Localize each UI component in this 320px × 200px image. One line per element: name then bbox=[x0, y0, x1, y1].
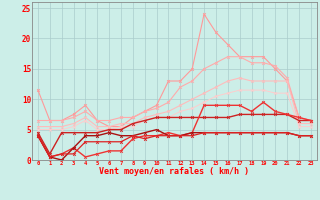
X-axis label: Vent moyen/en rafales ( km/h ): Vent moyen/en rafales ( km/h ) bbox=[100, 167, 249, 176]
